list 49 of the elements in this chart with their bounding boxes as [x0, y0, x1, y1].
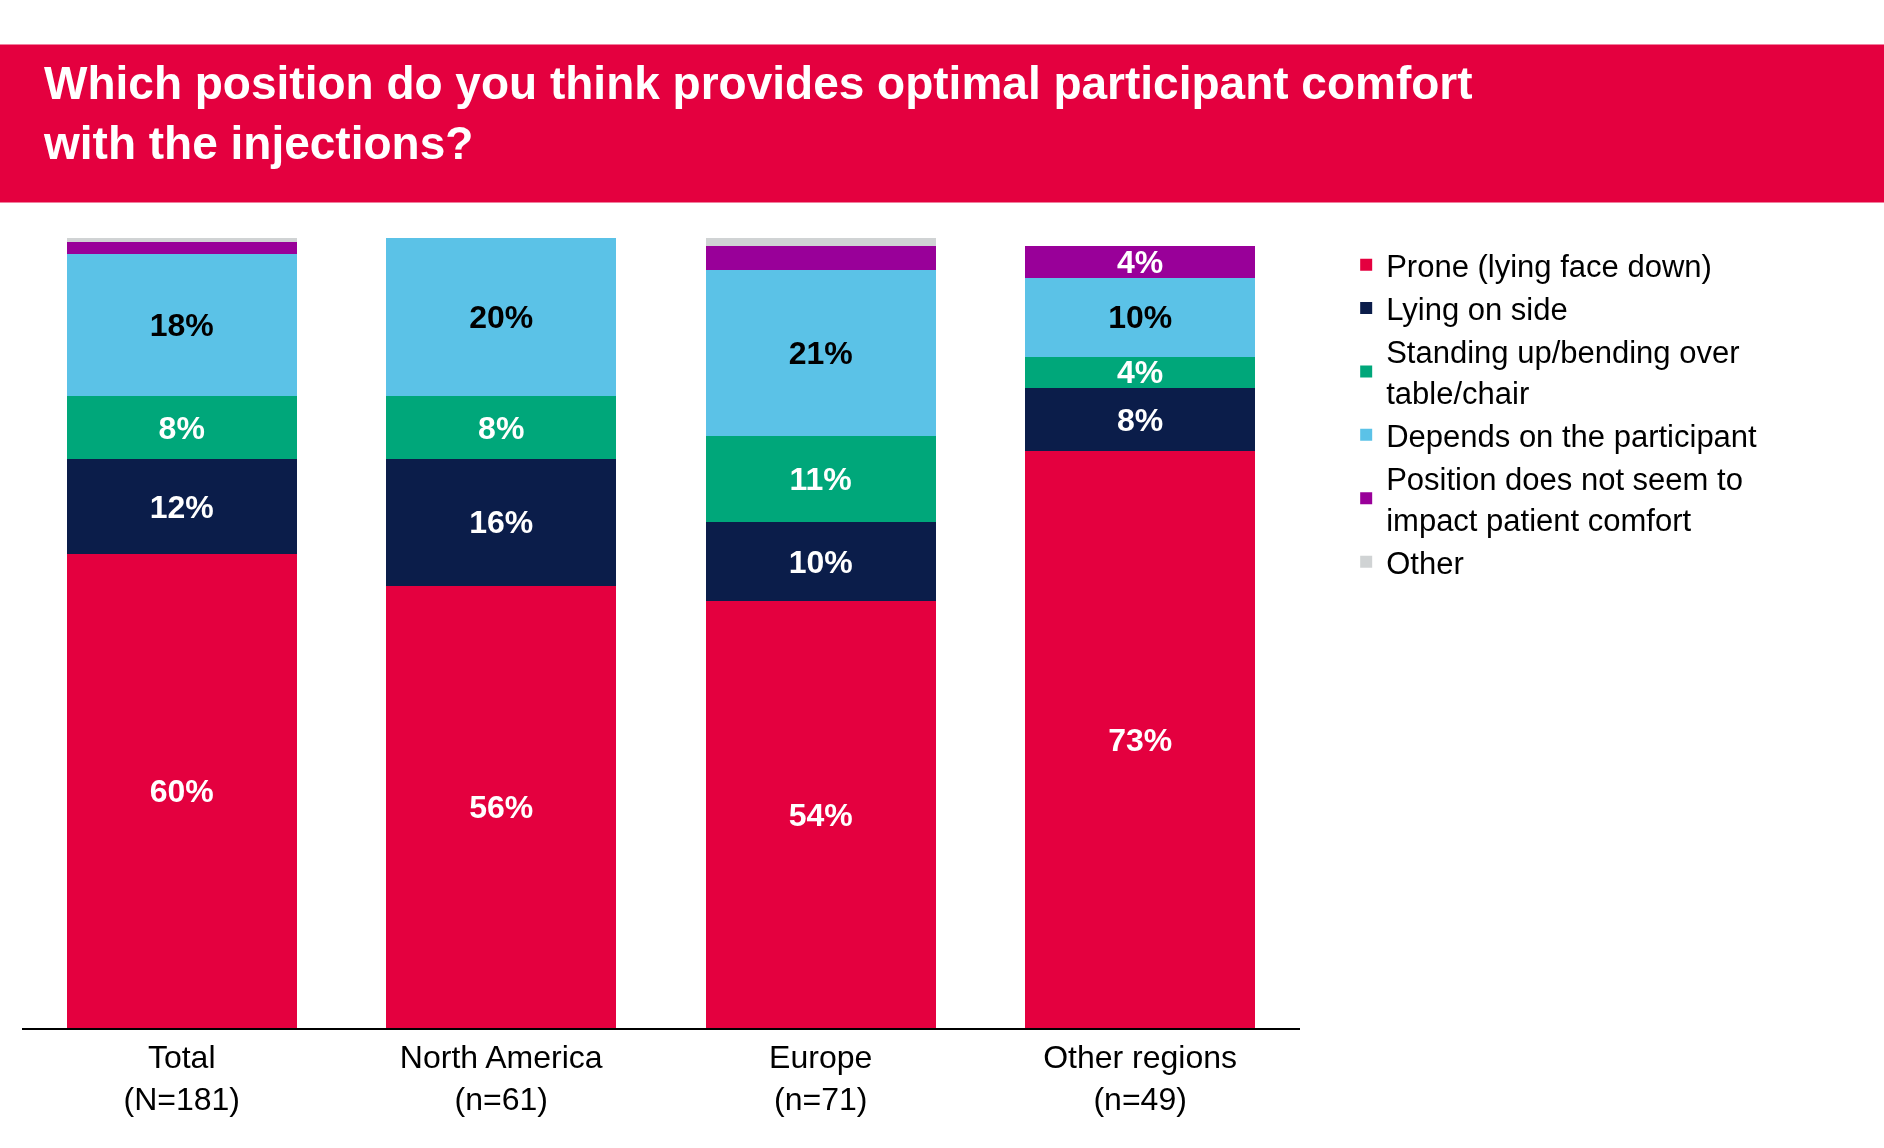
data-label: 4% — [1117, 354, 1164, 391]
chart-title: Which position do you think provides optimal participant comfort with the injections? — [43, 57, 1473, 169]
legend-label: Standing up/bending over table/chair — [1386, 335, 1740, 411]
bar — [705, 269, 936, 436]
data-label: 20% — [469, 299, 534, 335]
data-label: 8% — [478, 409, 525, 446]
data-label: 73% — [1108, 721, 1173, 758]
data-label: 12% — [149, 488, 214, 525]
data-label: 10% — [788, 543, 853, 580]
data-label: 56% — [469, 788, 534, 825]
legend-label: Depends on the participant — [1386, 418, 1758, 454]
data-label: 10% — [1108, 299, 1173, 335]
data-label: 60% — [149, 773, 214, 809]
bar — [66, 238, 297, 242]
bar — [66, 396, 297, 460]
legend-label: Prone (lying face down) — [1386, 248, 1712, 284]
bar — [705, 601, 936, 1028]
bar — [705, 522, 936, 602]
bar — [386, 396, 617, 460]
bar — [1025, 245, 1256, 278]
bar — [1025, 388, 1256, 452]
bar — [386, 238, 617, 396]
bar — [66, 241, 297, 254]
bar — [66, 253, 297, 396]
data-label: 18% — [149, 306, 214, 343]
bar — [386, 459, 617, 586]
bar — [66, 554, 297, 1028]
data-label: 8% — [1117, 401, 1164, 438]
bar — [66, 459, 297, 554]
x-tick-label: Other regions (n=49) — [1043, 1039, 1238, 1117]
data-label: 4% — [1117, 243, 1164, 280]
bar — [386, 585, 617, 1028]
legend-label: Lying on side — [1386, 292, 1568, 328]
bar — [705, 435, 936, 523]
bar — [1025, 277, 1256, 357]
bar — [705, 245, 936, 270]
x-tick-label: Europe (n=71) — [769, 1039, 873, 1117]
bar — [1025, 451, 1256, 1028]
legend-label: Position does not seem to impact patient comfort — [1386, 462, 1743, 538]
x-tick-label: North America (n=61) — [399, 1039, 603, 1117]
data-label: 54% — [788, 796, 853, 833]
legend-label: Other — [1386, 545, 1464, 581]
x-tick-label: Total (N=181) — [123, 1039, 240, 1117]
data-label: 21% — [788, 334, 853, 371]
data-label: 8% — [158, 409, 205, 446]
bar — [705, 238, 936, 246]
bar — [1025, 356, 1256, 389]
data-label: 11% — [789, 460, 852, 497]
data-label: 16% — [469, 504, 534, 541]
